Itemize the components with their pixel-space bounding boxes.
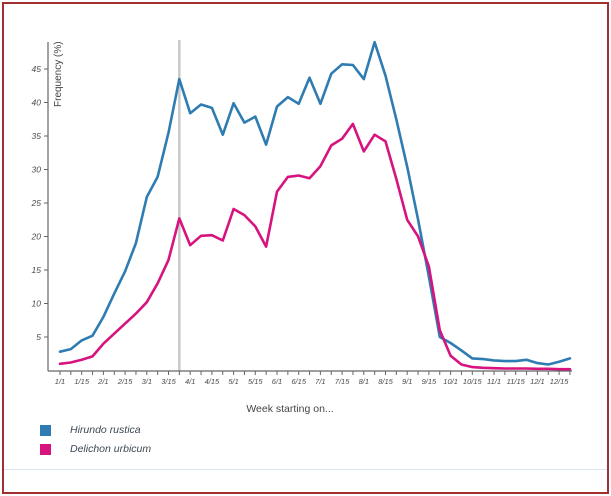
y-tick-label: 45 — [32, 64, 42, 74]
legend: Hirundo rustica Delichon urbicum — [40, 424, 151, 462]
legend-label-hirundo-rustica: Hirundo rustica — [70, 424, 141, 436]
x-tick-label: 7/1 — [315, 377, 325, 386]
x-tick-label: 3/1 — [142, 377, 152, 386]
y-axis-ticks: 5 10 15 20 25 30 35 40 45 — [31, 64, 48, 342]
y-tick-label: 15 — [32, 265, 42, 275]
x-tick-label: 1/1 — [55, 377, 65, 386]
x-axis-title: Week starting on... — [246, 403, 334, 415]
series-line-delichon-urbicum — [58, 122, 572, 371]
bottom-divider-line — [4, 469, 607, 470]
x-tick-label: 12/1 — [530, 377, 545, 386]
legend-label-delichon-urbicum: Delichon urbicum — [70, 443, 152, 455]
x-tick-label: 6/1 — [272, 377, 282, 386]
legend-swatch-delichon-urbicum — [40, 443, 51, 455]
x-tick-label: 5/15 — [248, 377, 263, 386]
series-line-hirundo-rustica — [58, 40, 572, 366]
legend-item-hirundo-rustica: Hirundo rustica — [40, 424, 151, 436]
x-tick-label: 4/1 — [185, 377, 195, 386]
x-tick-label: 3/15 — [161, 377, 176, 386]
x-tick-label: 12/15 — [550, 377, 570, 386]
y-tick-label: 40 — [32, 98, 42, 108]
x-tick-label: 6/15 — [291, 377, 306, 386]
y-tick-label: 25 — [31, 198, 42, 208]
x-tick-label: 11/1 — [487, 377, 501, 386]
x-tick-label: 10/15 — [463, 377, 483, 386]
x-tick-label: 9/15 — [422, 377, 437, 386]
x-tick-label: 2/1 — [97, 377, 108, 386]
x-tick-label: 11/15 — [507, 377, 526, 386]
y-tick-label: 30 — [32, 165, 42, 175]
y-tick-label: 35 — [32, 131, 42, 141]
x-tick-label: 5/1 — [228, 377, 238, 386]
x-tick-label: 1/15 — [74, 377, 89, 386]
x-tick-label: 4/15 — [205, 377, 220, 386]
x-tick-label: 7/15 — [335, 377, 350, 386]
x-tick-label: 8/15 — [378, 377, 393, 386]
legend-swatch-hirundo-rustica — [40, 424, 51, 436]
x-tick-label: 2/15 — [117, 377, 133, 386]
y-axis-title: Frequency (%) — [53, 41, 64, 107]
x-tick-label: 10/1 — [443, 377, 458, 386]
x-tick-label: 8/1 — [359, 377, 369, 386]
x-tick-label: 9/1 — [402, 377, 412, 386]
y-tick-label: 5 — [36, 332, 41, 342]
y-tick-label: 20 — [31, 232, 42, 242]
x-axis-ticks: 1/1 1/15 2/1 2/15 3/1 3/15 4/1 4/15 5/1 5/15 6/1 6/… — [55, 371, 571, 386]
y-tick-label: 10 — [32, 299, 42, 309]
legend-item-delichon-urbicum: Delichon urbicum — [40, 443, 151, 455]
